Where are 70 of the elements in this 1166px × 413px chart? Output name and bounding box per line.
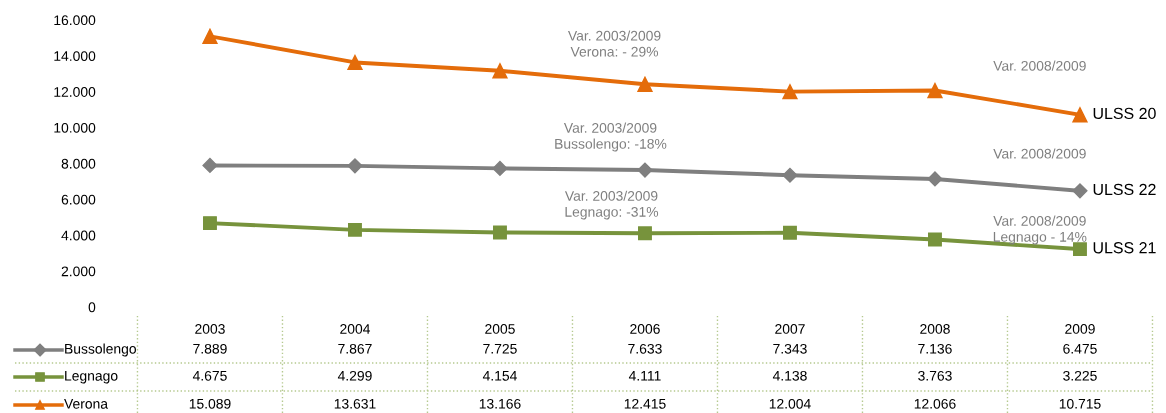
point xyxy=(492,160,508,176)
point xyxy=(782,167,798,183)
data-label: 7.343 xyxy=(773,343,807,354)
point xyxy=(492,63,508,79)
annotation: Var. 2008/2009 xyxy=(993,60,1086,71)
data-label: 7.136 xyxy=(918,343,952,354)
data-label: 3.763 xyxy=(918,370,952,381)
point xyxy=(202,28,218,44)
data-label: 7.725 xyxy=(483,343,517,354)
point xyxy=(1073,242,1087,257)
point xyxy=(493,225,507,240)
data-label: 6.475 xyxy=(1063,343,1097,354)
point xyxy=(348,222,362,237)
point xyxy=(927,82,943,99)
point xyxy=(928,232,942,247)
data-label: 12.004 xyxy=(769,398,811,409)
x-tick-label: 2004 xyxy=(340,324,371,334)
data-label: 13.631 xyxy=(334,398,376,409)
data-label: 4.111 xyxy=(628,371,661,381)
y-tick-label: 0 xyxy=(88,302,96,313)
data-label: 4.154 xyxy=(482,371,517,381)
point xyxy=(202,157,218,174)
point xyxy=(1072,107,1088,123)
x-tick-label: 2008 xyxy=(920,324,950,334)
legend-label: Legnago xyxy=(65,371,118,384)
data-label: 15.089 xyxy=(189,398,231,409)
legend-label: Verona xyxy=(64,399,109,409)
data-label: 12.066 xyxy=(914,398,956,409)
data-label: 7.633 xyxy=(628,343,662,354)
y-tick-label: 12.000 xyxy=(54,87,96,97)
point xyxy=(1072,183,1088,199)
annotation: ULSS 21 xyxy=(1093,242,1156,254)
y-tick-label: 6.000 xyxy=(61,194,96,205)
x-tick-label: 2009 xyxy=(1065,324,1095,334)
y-tick-label: 4.000 xyxy=(61,230,96,241)
y-tick-label: 8.000 xyxy=(61,158,96,169)
annotation: Var. 2008/2009 Legnago - 14% xyxy=(993,215,1087,245)
annotation: ULSS 22 xyxy=(1093,183,1156,196)
data-label: 7.867 xyxy=(338,343,372,354)
x-tick-label: 2003 xyxy=(195,324,225,334)
data-label: 4.299 xyxy=(337,370,372,381)
point xyxy=(782,83,798,100)
point xyxy=(783,225,797,240)
data-label: 3.225 xyxy=(1063,370,1097,381)
y-tick-label: 16.000 xyxy=(54,15,96,26)
y-tick-label: 10.000 xyxy=(54,122,96,133)
annotation: ULSS 20 xyxy=(1093,107,1156,120)
annotation: Var. 2003/2009 Bussolengo: -18% xyxy=(555,122,667,152)
point xyxy=(638,226,652,241)
data-label: 13.166 xyxy=(479,398,521,409)
data-label: 4.138 xyxy=(772,370,807,381)
point xyxy=(347,54,363,71)
data-label: 4.675 xyxy=(192,370,227,381)
data-label: 10.715 xyxy=(1059,398,1101,409)
x-tick-label: 2007 xyxy=(775,324,805,334)
point xyxy=(203,216,217,231)
point xyxy=(637,162,653,178)
annotation: Var. 2003/2009 Verona: - 29% xyxy=(567,30,661,57)
y-tick-label: 2.000 xyxy=(61,266,96,277)
legend-label: Bussolengo xyxy=(65,343,136,357)
data-label: 7.889 xyxy=(193,343,227,354)
annotation: Var. 2008/2009 xyxy=(993,148,1086,159)
annotation: Var. 2003/2009 Legnago: -31% xyxy=(564,190,659,220)
y-tick-label: 14.000 xyxy=(54,51,96,61)
data-label: 12.415 xyxy=(624,398,666,409)
point xyxy=(637,76,653,92)
point xyxy=(347,158,363,174)
x-tick-label: 2006 xyxy=(630,324,660,334)
point xyxy=(927,171,943,187)
x-tick-label: 2005 xyxy=(485,324,515,334)
